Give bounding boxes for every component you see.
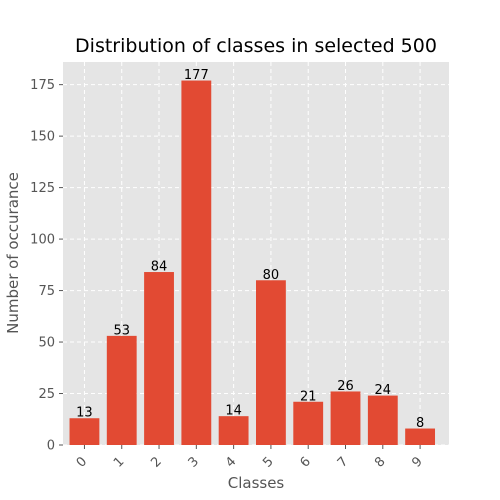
bar-value-label: 84 <box>151 260 168 275</box>
bar-value-label: 80 <box>263 268 280 283</box>
bar-labels: 13 53 84 177 14 80 21 26 24 8 <box>76 68 424 431</box>
x-tick-label: 8 <box>372 454 388 470</box>
bar-value-label: 53 <box>113 323 130 338</box>
x-tick-label: 4 <box>223 454 239 470</box>
bar-3 <box>181 80 212 445</box>
bar-1 <box>106 335 137 445</box>
y-axis-label: Number of occurance <box>4 172 22 334</box>
x-tick-label: 5 <box>260 454 276 470</box>
bar-value-label: 8 <box>416 416 424 431</box>
bar-6 <box>293 401 324 445</box>
y-tick-label: 0 <box>47 439 55 454</box>
bar-value-label: 21 <box>300 389 317 404</box>
bar-0 <box>69 418 100 445</box>
chart-title: Distribution of classes in selected 500 <box>75 35 437 57</box>
y-tick-label: 125 <box>30 181 55 196</box>
y-tick-label: 50 <box>38 336 55 351</box>
bar-value-label: 13 <box>76 406 93 421</box>
x-axis-label: Classes <box>228 474 285 492</box>
y-tick-label: 25 <box>38 387 55 402</box>
y-tick-label: 75 <box>38 284 55 299</box>
bar-9 <box>405 428 436 445</box>
bar-2 <box>144 272 174 445</box>
bar-value-label: 14 <box>225 404 242 419</box>
bar-value-label: 24 <box>375 383 392 398</box>
x-tick-label: 3 <box>186 454 202 470</box>
bar-4 <box>218 416 249 445</box>
bar-8 <box>367 395 398 445</box>
bar-value-label: 26 <box>337 379 354 394</box>
bars <box>69 80 436 445</box>
y-tick-label: 175 <box>30 78 55 93</box>
x-tick-label: 6 <box>298 454 314 470</box>
y-tick-label: 150 <box>30 130 55 145</box>
y-tick-label: 100 <box>30 233 55 248</box>
x-tick-label: 1 <box>111 454 127 470</box>
bar-5 <box>256 280 286 445</box>
y-axis-ticks: 0 25 50 75 100 125 150 175 <box>30 78 63 454</box>
bar-7 <box>330 391 361 445</box>
x-tick-label: 2 <box>148 454 164 470</box>
x-tick-label: 7 <box>335 454 351 470</box>
bar-value-label: 177 <box>184 68 209 83</box>
x-tick-label: 0 <box>74 454 90 470</box>
x-axis-ticks: 0 1 2 3 4 5 6 7 8 9 <box>74 445 426 471</box>
x-tick-label: 9 <box>409 454 425 470</box>
